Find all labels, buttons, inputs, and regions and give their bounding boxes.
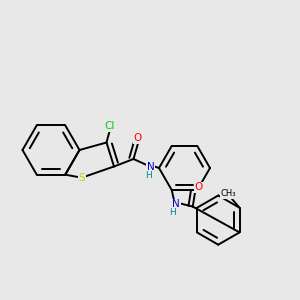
Text: H: H <box>169 208 176 217</box>
Text: S: S <box>78 173 85 183</box>
Text: O: O <box>134 133 142 143</box>
Text: CH₃: CH₃ <box>220 189 236 198</box>
Text: N: N <box>147 161 154 172</box>
Text: H: H <box>145 171 152 180</box>
Text: N: N <box>172 199 180 209</box>
Text: Cl: Cl <box>104 121 115 131</box>
Text: O: O <box>194 182 202 192</box>
